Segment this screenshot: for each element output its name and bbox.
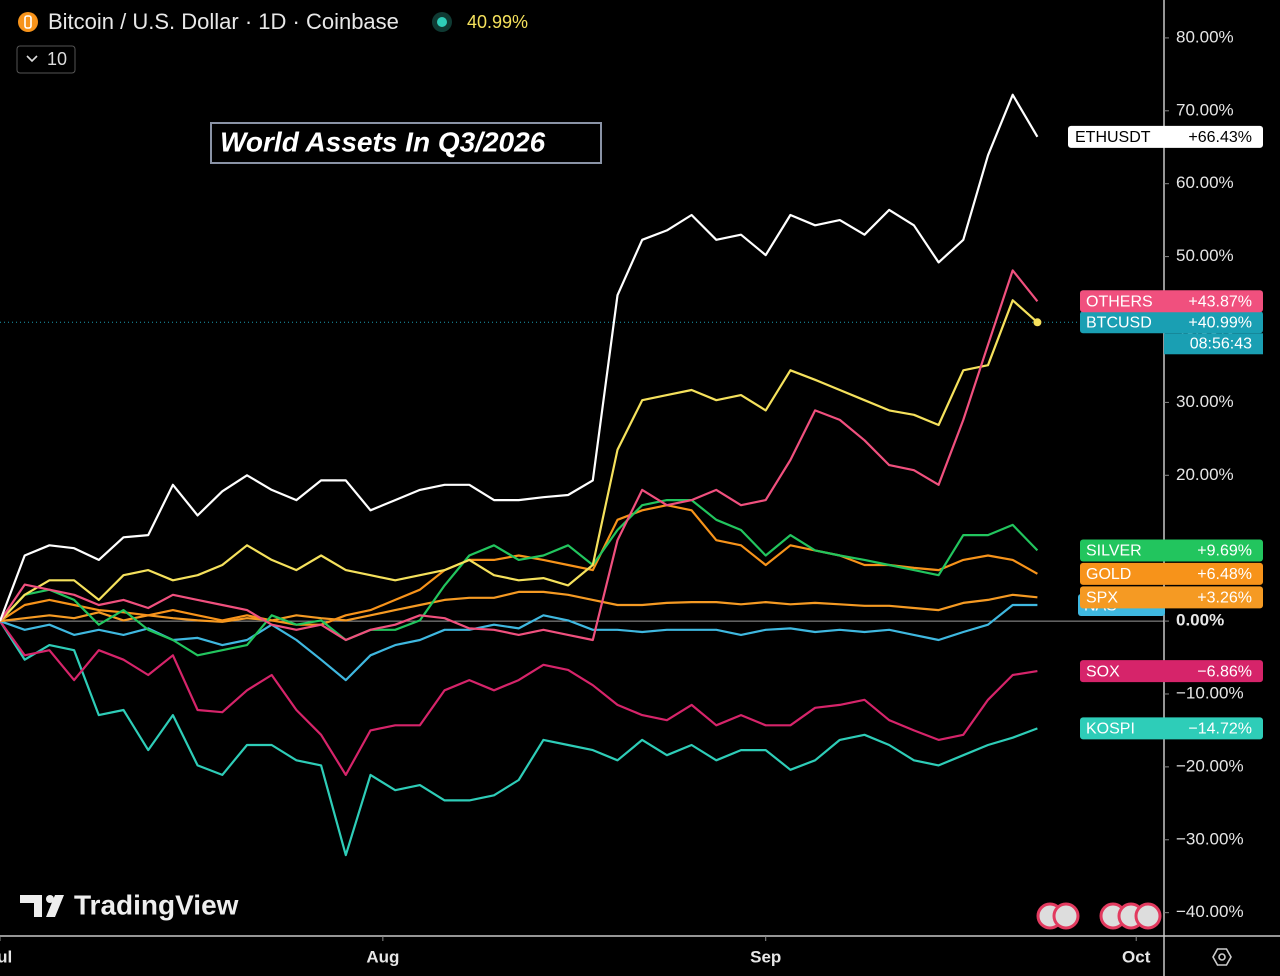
event-icon[interactable] xyxy=(1052,902,1080,930)
price-tag xyxy=(1080,539,1263,562)
x-tick-label: Sep xyxy=(750,947,781,966)
tags-layer: KOSPI−14.72%SOX−6.86%NASSPX+3.26%GOLD+6.… xyxy=(1068,125,1263,740)
y-tick-label: 0.00% xyxy=(1176,611,1224,630)
y-tick-label: 70.00% xyxy=(1176,100,1234,119)
last-point xyxy=(1033,318,1042,327)
price-tag-value: −14.72% xyxy=(1188,721,1252,738)
series-line xyxy=(0,499,1039,657)
series-line xyxy=(0,620,1038,776)
y-tick-label: −20.00% xyxy=(1176,756,1244,775)
x-tick-label: Aug xyxy=(366,947,399,966)
series-line xyxy=(0,299,1039,622)
price-tag-value: −6.86% xyxy=(1197,663,1252,680)
event-icons[interactable] xyxy=(1036,902,1162,930)
y-tick-label: 30.00% xyxy=(1176,392,1234,411)
event-icon[interactable] xyxy=(1134,902,1162,930)
countdown: 08:56:43 xyxy=(1190,335,1252,352)
y-tick-label: 60.00% xyxy=(1176,173,1234,192)
indicator-toggle[interactable] xyxy=(16,45,76,74)
settings-button[interactable] xyxy=(1212,948,1232,966)
x-tick-label: Oct xyxy=(1122,947,1151,966)
chevron xyxy=(26,55,38,63)
y-tick-label: −30.00% xyxy=(1176,829,1244,848)
change-value: 40.99% xyxy=(467,12,528,32)
price-tag-name: BTCUSD xyxy=(1086,314,1152,331)
chart-title: World Assets In Q3/2026 xyxy=(220,126,546,157)
settings-icon-center xyxy=(1218,953,1226,961)
bitcoin-icon-glyph xyxy=(24,15,32,29)
series-line xyxy=(0,93,1039,622)
bitcoin-icon xyxy=(18,12,38,32)
y-tick-label: 50.00% xyxy=(1176,246,1234,265)
symbol-description: Bitcoin / U.S. Dollar · 1D · Coinbase xyxy=(48,9,399,34)
price-tag-name: GOLD xyxy=(1086,566,1131,583)
price-tag-value: +9.69% xyxy=(1197,543,1252,560)
price-tag-name: SOX xyxy=(1086,663,1120,680)
title-box xyxy=(210,122,602,164)
price-tag-value: +40.99% xyxy=(1188,314,1252,331)
price-tag-name: KOSPI xyxy=(1086,721,1135,738)
price-tag xyxy=(1080,290,1263,313)
price-tag-value: +66.43% xyxy=(1188,129,1252,146)
status-dot xyxy=(437,17,447,27)
axes-layer: −40.00%−30.00%−20.00%−10.00%0.00%10.00%2… xyxy=(0,27,1244,966)
price-tag-value: +43.87% xyxy=(1188,294,1252,311)
y-tick-label: 20.00% xyxy=(1176,465,1234,484)
countdown-tag xyxy=(1164,333,1263,355)
price-tag xyxy=(1080,311,1263,334)
series-line xyxy=(0,590,1038,623)
price-tag-value: +3.26% xyxy=(1197,590,1252,607)
price-tag xyxy=(1080,660,1263,683)
indicator-count: 10 xyxy=(47,49,67,69)
price-tag-name: OTHERS xyxy=(1086,294,1153,311)
price-tag-name: ETHUSDT xyxy=(1075,129,1151,146)
price-tag xyxy=(1080,562,1263,585)
price-tag-name: SPX xyxy=(1086,590,1118,607)
y-tick-label: −10.00% xyxy=(1176,683,1244,702)
price-tag-value: +6.48% xyxy=(1197,566,1252,583)
y-tick-label: −40.00% xyxy=(1176,902,1244,921)
lines-layer xyxy=(0,93,1164,857)
price-tag xyxy=(1080,717,1263,740)
x-tick-label: Jul xyxy=(0,947,12,966)
price-tag xyxy=(1068,125,1263,148)
brand-logo-dot xyxy=(46,895,54,903)
brand-name: TradingView xyxy=(74,889,239,920)
price-tag-name: SILVER xyxy=(1086,543,1142,560)
y-tick-label: 80.00% xyxy=(1176,27,1234,46)
series-line xyxy=(0,620,1038,857)
series-line xyxy=(0,269,1039,642)
series-line xyxy=(0,504,1038,626)
price-tag xyxy=(1080,586,1263,609)
settings-icon xyxy=(1212,948,1232,966)
